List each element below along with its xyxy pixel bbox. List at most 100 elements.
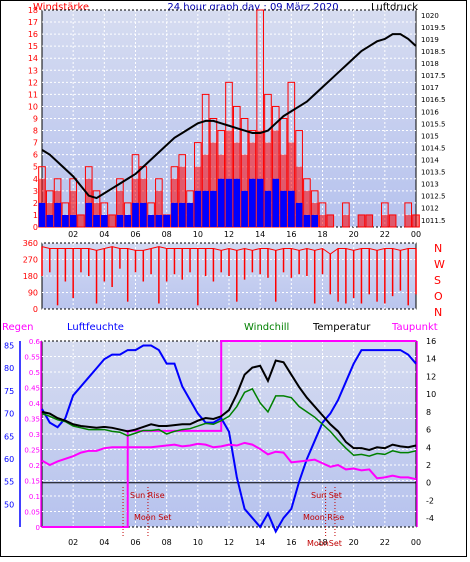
wind-base-bar	[62, 214, 69, 227]
pressure-axis-title: Luftdruck	[371, 2, 418, 13]
wind-tick-label: 9	[33, 115, 38, 124]
wind-x-tick-label: 16	[286, 230, 296, 239]
temp-tick-label: 6	[426, 426, 431, 435]
wind-bar	[288, 142, 295, 227]
wind-tick-label: 14	[28, 54, 38, 63]
legend-windchill: Windchill	[244, 322, 289, 333]
temp-tick-label: -2	[426, 496, 434, 505]
wind-base-bar	[171, 202, 178, 227]
wind-tick-label: 1	[33, 211, 38, 220]
wind-marks	[38, 9, 420, 228]
wind-tick-label: 17	[28, 18, 38, 27]
wind-tick-label: 4	[33, 175, 38, 184]
wind-base-bar	[93, 214, 100, 227]
climate-x-tick-label: 16	[286, 538, 296, 547]
climate-x-tick-label: 06	[130, 538, 140, 547]
pressure-tick-label: 1019.5	[421, 24, 446, 32]
compass-label: N	[434, 242, 442, 255]
wind-bar	[412, 214, 420, 227]
climate-x-tick-label: 14	[255, 538, 265, 547]
dewpoint-line	[41, 441, 417, 481]
wind-bar	[389, 214, 396, 227]
legend-rain: Regen	[2, 322, 34, 333]
wind-bar	[319, 214, 326, 227]
humidity-tick-label: 60	[4, 455, 14, 464]
wind-x-tick-label: 08	[162, 230, 172, 239]
direction-tick-label: 270	[23, 256, 38, 265]
temp-tick-label: 12	[426, 372, 436, 381]
pressure-tick-label: 1018	[421, 60, 439, 68]
wind-x-tick-label: 18	[317, 230, 327, 239]
rain-tick-label: 0.35	[24, 416, 40, 424]
temp-tick-label: 10	[426, 390, 436, 399]
rain-tick-label: 0.55	[24, 354, 40, 362]
humidity-tick-label: 75	[4, 387, 14, 396]
compass-label: O	[434, 290, 443, 303]
wind-base-bar	[233, 178, 241, 227]
humidity-tick-label: 70	[4, 410, 14, 419]
climate-x-tick-label: 20	[349, 538, 359, 547]
axes-labels: 01234567891011121314151617181011.5101210…	[4, 6, 446, 547]
humidity-tick-label: 50	[4, 500, 14, 509]
wind-bar	[264, 142, 272, 227]
wind-base-bar	[69, 214, 77, 227]
direction-tick-label: 90	[28, 289, 38, 298]
wind-base-bar	[311, 214, 319, 227]
wind-base-bar	[124, 214, 132, 227]
pressure-tick-label: 1013.5	[421, 169, 446, 177]
temp-tick-label: 2	[426, 461, 431, 470]
pressure-tick-label: 1016.5	[421, 96, 446, 104]
rain-tick-label: 0.2	[29, 462, 40, 470]
wind-base-bar	[210, 190, 217, 227]
pressure-tick-label: 1013	[421, 181, 439, 189]
pressure-tick-label: 1014	[421, 156, 439, 164]
rain-tick-label: 0.05	[24, 509, 40, 517]
wind-base-bar	[295, 202, 303, 227]
legend-humidity: Luftfeuchte	[67, 322, 124, 333]
wind-x-tick-label: 14	[255, 230, 265, 239]
wind-tick-label: 12	[28, 78, 38, 87]
climate-x-tick-label: 10	[193, 538, 203, 547]
rain-tick-label: 0.25	[24, 447, 40, 455]
wind-x-tick-label: 10	[193, 230, 203, 239]
compass-label: S	[434, 274, 441, 287]
temp-tick-label: -4	[426, 514, 434, 523]
wind-x-tick-label: 12	[224, 230, 234, 239]
climate-x-tick-label: 12	[224, 538, 234, 547]
wind-bar	[295, 166, 303, 227]
humidity-tick-label: 80	[4, 364, 14, 373]
wind-x-tick-label: 04	[99, 230, 109, 239]
annotation-moon-rise: Moon Rise	[303, 513, 344, 522]
rain-line	[42, 340, 416, 528]
wind-tick-label: 16	[28, 30, 38, 39]
wind-bar	[77, 214, 85, 227]
wind-base-bar	[139, 202, 147, 227]
wind-base-bar	[155, 214, 163, 227]
pressure-tick-label: 1017.5	[421, 72, 446, 80]
wind-bar	[69, 190, 77, 227]
wind-bar	[326, 214, 334, 227]
wind-bar	[108, 214, 116, 227]
temperature-line	[41, 359, 417, 451]
wind-tick-label: 3	[33, 187, 38, 196]
climate-x-tick-label: 04	[99, 538, 109, 547]
temp-tick-label: 16	[426, 337, 436, 346]
wind-base-bar	[46, 214, 54, 227]
temp-tick-label: 14	[426, 355, 436, 364]
compass-label: W	[434, 258, 445, 271]
wind-bar	[210, 142, 217, 227]
pressure-tick-label: 1016	[421, 108, 439, 116]
wind-bar	[381, 214, 389, 227]
pressure-tick-label: 1015.5	[421, 120, 446, 128]
wind-base-bar	[256, 178, 264, 227]
wind-base-bar	[186, 202, 194, 227]
wind-tick-label: 13	[28, 66, 38, 75]
climate-x-tick-label: 18	[317, 538, 327, 547]
wind-base-bar	[303, 214, 311, 227]
wind-base-bar	[101, 214, 108, 227]
temp-tick-label: 4	[426, 443, 431, 452]
humidity-line	[41, 344, 417, 534]
wind-base-bar	[85, 202, 93, 227]
